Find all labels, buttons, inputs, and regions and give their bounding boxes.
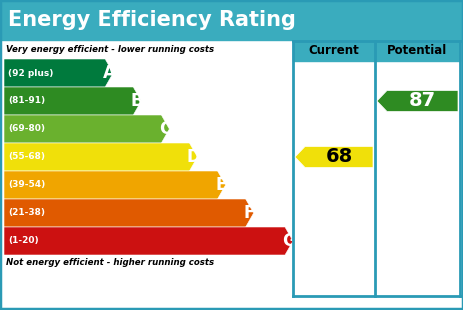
Text: Energy Efficiency Rating: Energy Efficiency Rating: [8, 10, 295, 30]
Text: (92 plus): (92 plus): [8, 69, 53, 78]
Text: 68: 68: [325, 148, 352, 166]
Polygon shape: [4, 171, 225, 199]
Text: Current: Current: [308, 45, 359, 57]
Text: Very energy efficient - lower running costs: Very energy efficient - lower running co…: [6, 45, 213, 54]
Text: G: G: [282, 232, 295, 250]
Polygon shape: [4, 115, 169, 143]
Bar: [292, 41, 459, 61]
Bar: [0, 0, 463, 40]
Text: Potential: Potential: [387, 45, 447, 57]
Polygon shape: [4, 143, 197, 171]
Text: F: F: [244, 204, 255, 222]
Text: C: C: [159, 120, 171, 138]
Text: (81-91): (81-91): [8, 96, 45, 105]
Text: (55-68): (55-68): [8, 153, 45, 162]
Text: D: D: [186, 148, 200, 166]
Text: (39-54): (39-54): [8, 180, 45, 189]
Polygon shape: [4, 87, 141, 115]
Polygon shape: [294, 147, 372, 167]
Text: 87: 87: [408, 91, 435, 110]
Text: B: B: [131, 92, 143, 110]
Text: (69-80): (69-80): [8, 125, 45, 134]
Polygon shape: [4, 59, 113, 87]
Polygon shape: [4, 199, 253, 227]
Text: Not energy efficient - higher running costs: Not energy efficient - higher running co…: [6, 258, 213, 267]
Polygon shape: [376, 91, 457, 112]
Text: (21-38): (21-38): [8, 209, 45, 218]
Text: E: E: [215, 176, 227, 194]
Polygon shape: [4, 227, 292, 255]
Text: A: A: [102, 64, 115, 82]
Text: (1-20): (1-20): [8, 237, 38, 246]
